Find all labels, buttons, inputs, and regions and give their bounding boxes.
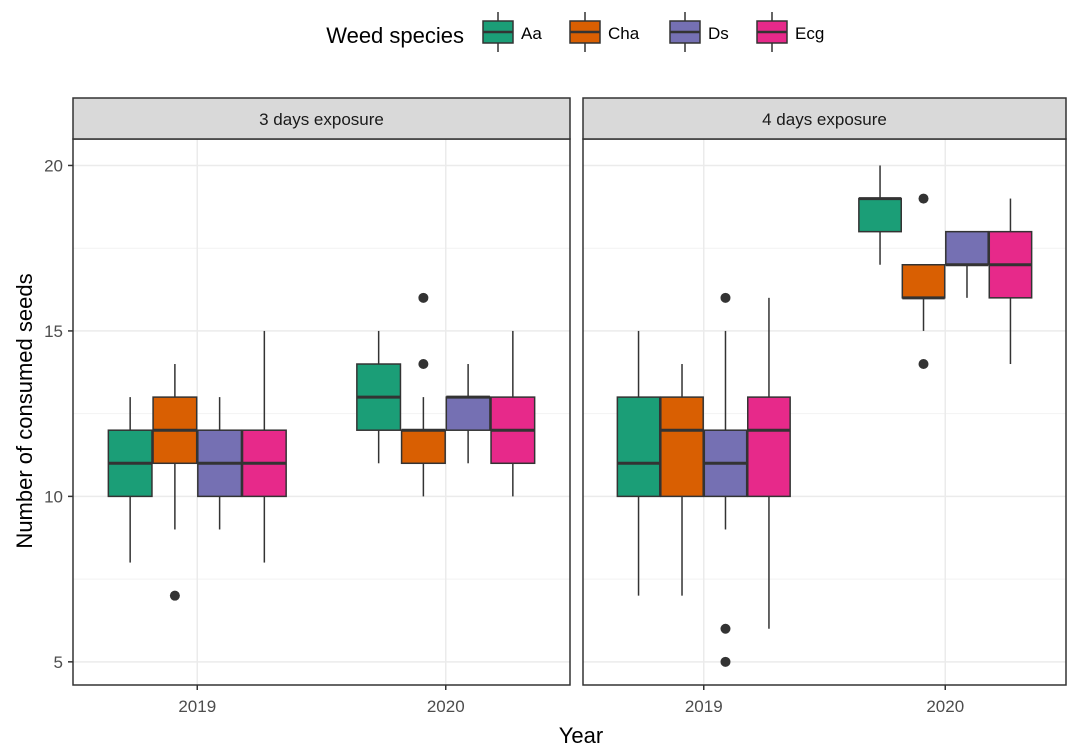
outlier-point	[418, 292, 429, 303]
outlier-point	[720, 623, 731, 634]
strip-label: 3 days exposure	[259, 110, 384, 129]
strip-label: 4 days exposure	[762, 110, 887, 129]
y-tick-label: 5	[54, 653, 63, 672]
box-iqr	[616, 396, 661, 498]
box-ecg-2019	[747, 297, 791, 629]
box-ecg-2020	[490, 330, 536, 497]
box-ecg-2019	[241, 330, 287, 563]
box-aa-2020	[356, 330, 402, 464]
facet-panels: 3 days exposure 2019 2020 5 10 15 20 4 days exp…	[44, 97, 1067, 716]
box-iqr	[747, 396, 791, 498]
outlier-point	[720, 292, 731, 303]
box-iqr	[445, 396, 491, 431]
box-iqr	[858, 197, 902, 233]
strip-background	[582, 97, 1067, 140]
x-tick-label: 2019	[685, 697, 723, 716]
outlier-point	[918, 359, 929, 370]
x-tick-label: 2019	[178, 697, 216, 716]
box-ds-2020	[945, 230, 989, 298]
legend-label-aa: Aa	[521, 24, 542, 43]
legend-item-ds: Ds	[669, 12, 729, 52]
box-aa-2019	[616, 330, 661, 596]
box-iqr	[945, 230, 989, 266]
box-ds-2020	[445, 364, 491, 464]
outlier-point	[918, 193, 929, 204]
box-iqr	[400, 429, 446, 465]
box-cha-2019	[660, 364, 704, 596]
box-ds-2019	[703, 292, 748, 667]
outlier-point	[720, 656, 731, 667]
legend-label-ds: Ds	[708, 24, 729, 43]
y-axis-title: Number of consumed seeds	[12, 273, 37, 548]
box-ds-2019	[197, 397, 243, 530]
x-tick-label: 2020	[926, 697, 964, 716]
y-tick-label: 15	[44, 322, 63, 341]
box-aa-2019	[107, 397, 153, 563]
panel-2: 4 days exposure 2019 2020	[582, 97, 1067, 716]
legend-item-cha: Cha	[569, 12, 640, 52]
legend-label-ecg: Ecg	[795, 24, 824, 43]
box-iqr	[660, 396, 704, 498]
box-cha-2020	[400, 292, 446, 497]
legend: Weed species Aa Cha Ds Ecg	[326, 12, 824, 52]
box-iqr	[901, 263, 946, 299]
box-aa-2020	[858, 165, 902, 265]
outlier-point	[169, 590, 180, 601]
x-tick-label: 2020	[427, 697, 465, 716]
strip-background	[72, 97, 571, 140]
legend-item-aa: Aa	[482, 12, 542, 52]
box-ecg-2020	[988, 198, 1033, 365]
legend-title: Weed species	[326, 23, 464, 48]
outlier-point	[418, 359, 429, 370]
y-tick-label: 10	[44, 487, 63, 506]
panel-1: 3 days exposure 2019 2020 5 10 15 20	[44, 97, 571, 716]
box-cha-2020	[901, 193, 946, 370]
legend-label-cha: Cha	[608, 24, 640, 43]
x-axis-title: Year	[559, 723, 603, 745]
box-cha-2019	[152, 364, 198, 601]
y-tick-label: 20	[44, 156, 63, 175]
legend-item-ecg: Ecg	[756, 12, 824, 52]
